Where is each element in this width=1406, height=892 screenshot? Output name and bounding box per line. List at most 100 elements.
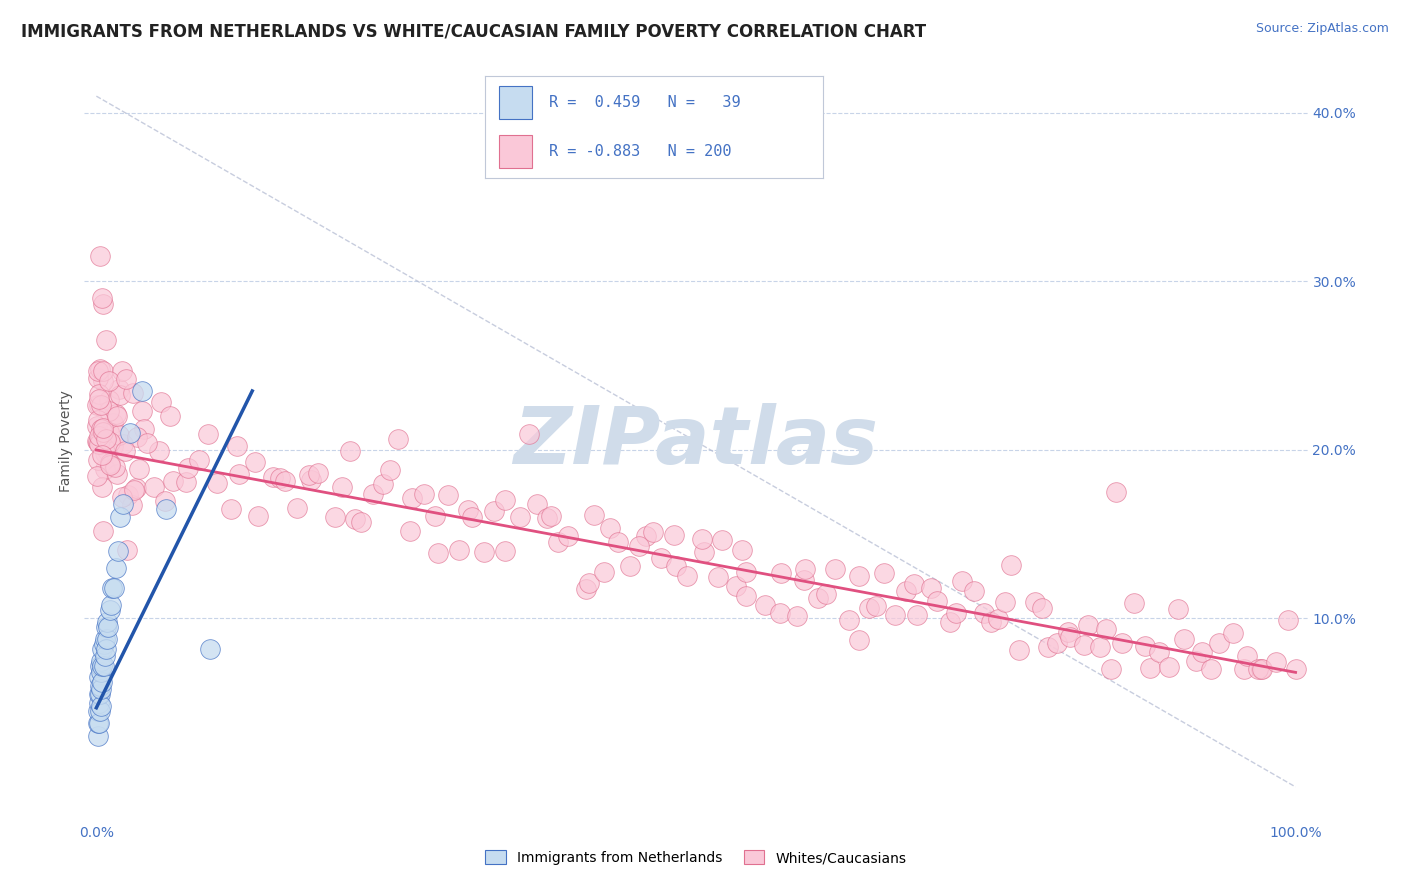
Point	[91, 425, 114, 439]
Point	[401, 491, 423, 505]
Point	[91, 524, 114, 538]
Point	[93, 637, 115, 651]
Point	[86, 715, 108, 730]
Point	[111, 364, 134, 378]
Point	[89, 249, 111, 263]
Point	[676, 569, 699, 583]
Point	[86, 435, 108, 450]
Point	[86, 469, 108, 483]
Point	[641, 524, 664, 539]
Point	[135, 436, 157, 450]
Point	[925, 594, 948, 608]
Point	[114, 372, 136, 386]
Point	[104, 561, 127, 575]
Point	[105, 467, 128, 481]
Point	[87, 386, 110, 401]
Point	[93, 658, 115, 673]
Point	[86, 704, 108, 718]
Point	[100, 598, 122, 612]
Point	[979, 615, 1001, 629]
Point	[107, 382, 129, 396]
Point	[162, 475, 184, 489]
Point	[128, 462, 150, 476]
Point	[111, 436, 134, 450]
Point	[91, 675, 114, 690]
Point	[122, 483, 145, 497]
Point	[412, 487, 434, 501]
Point	[153, 494, 176, 508]
Point	[269, 470, 291, 484]
Point	[98, 375, 121, 389]
Point	[90, 654, 112, 668]
Point	[301, 473, 323, 487]
Point	[274, 475, 297, 489]
Point	[205, 476, 228, 491]
Point	[159, 409, 181, 424]
Point	[87, 392, 110, 406]
Point	[1139, 661, 1161, 675]
Point	[619, 558, 641, 573]
Point	[398, 524, 420, 539]
Point	[526, 497, 548, 511]
Point	[98, 393, 121, 408]
Point	[89, 361, 111, 376]
Point	[285, 500, 308, 515]
Point	[1277, 613, 1299, 627]
Point	[1232, 662, 1254, 676]
Point	[1046, 636, 1069, 650]
Point	[87, 670, 110, 684]
Point	[97, 425, 120, 439]
Point	[86, 419, 108, 434]
Point	[865, 599, 887, 613]
Point	[1251, 662, 1274, 676]
Point	[945, 606, 967, 620]
Point	[101, 581, 124, 595]
Point	[110, 510, 132, 524]
Point	[1184, 654, 1206, 668]
Point	[103, 439, 125, 453]
Text: R =  0.459   N =   39: R = 0.459 N = 39	[550, 95, 741, 110]
Point	[634, 529, 657, 543]
Point	[174, 475, 197, 490]
Point	[91, 448, 114, 462]
Point	[96, 615, 118, 629]
Point	[599, 521, 621, 535]
Point	[517, 426, 540, 441]
Point	[1222, 626, 1244, 640]
Point	[1123, 596, 1146, 610]
Point	[858, 601, 880, 615]
Point	[457, 503, 479, 517]
Point	[131, 404, 153, 418]
Point	[89, 687, 111, 701]
Point	[87, 453, 110, 467]
Point	[86, 434, 108, 448]
Y-axis label: Family Poverty: Family Poverty	[59, 391, 73, 492]
Point	[693, 545, 716, 559]
Point	[494, 493, 516, 508]
Point	[89, 704, 111, 718]
Point	[87, 696, 110, 710]
Point	[127, 430, 149, 444]
Text: IMMIGRANTS FROM NETHERLANDS VS WHITE/CAUCASIAN FAMILY POVERTY CORRELATION CHART: IMMIGRANTS FROM NETHERLANDS VS WHITE/CAU…	[21, 22, 927, 40]
Point	[121, 498, 143, 512]
Point	[987, 612, 1010, 626]
Point	[920, 581, 942, 595]
Point	[142, 480, 165, 494]
Point	[1095, 622, 1118, 636]
Point	[86, 398, 108, 412]
Point	[437, 488, 460, 502]
Point	[107, 428, 129, 442]
Point	[307, 467, 329, 481]
Point	[536, 511, 558, 525]
Point	[1250, 662, 1272, 676]
Point	[371, 477, 394, 491]
Point	[361, 487, 384, 501]
Point	[101, 416, 124, 430]
Point	[1167, 602, 1189, 616]
Point	[1236, 648, 1258, 663]
Point	[98, 435, 121, 450]
Point	[973, 606, 995, 620]
Point	[1105, 485, 1128, 500]
Point	[905, 608, 928, 623]
Point	[950, 574, 973, 589]
